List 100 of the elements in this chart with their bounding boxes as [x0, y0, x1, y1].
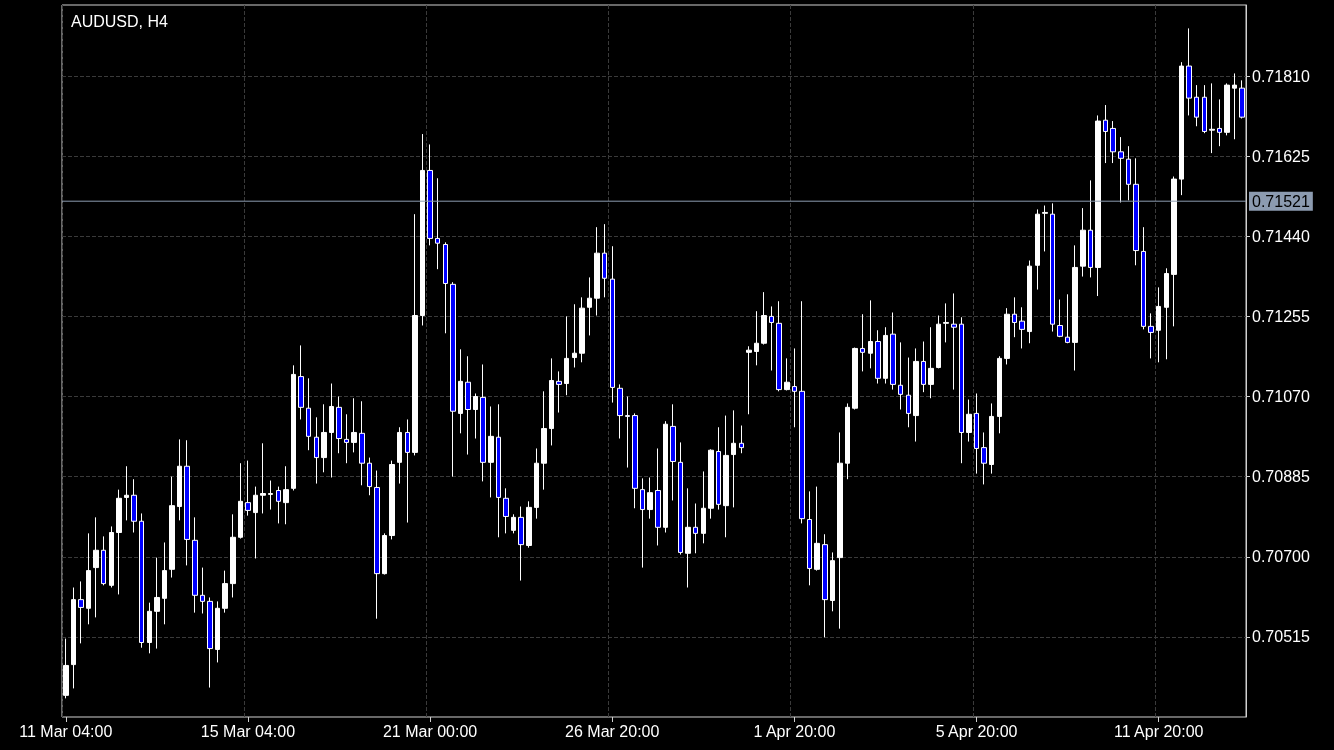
- candlestick: [382, 532, 387, 576]
- candlestick: [124, 465, 129, 521]
- candlestick: [93, 516, 99, 618]
- candlestick: [412, 213, 418, 456]
- candlestick: [776, 300, 782, 392]
- candlestick: [556, 370, 562, 414]
- candlestick: [131, 478, 137, 533]
- candlestick: [207, 596, 213, 689]
- candlestick: [1012, 296, 1017, 338]
- candlestick: [78, 580, 84, 644]
- candlestick: [647, 477, 653, 520]
- candlestick: [192, 516, 198, 614]
- candlestick: [1179, 61, 1184, 196]
- candlestick: [435, 177, 440, 270]
- candlestick: [1156, 286, 1161, 363]
- candlestick: [374, 470, 380, 620]
- candlestick: [260, 442, 266, 514]
- candlestick: [1050, 202, 1055, 333]
- candlestick: [814, 486, 820, 572]
- candlestick: [488, 405, 494, 498]
- y-tick-label: 0.70885: [1252, 468, 1310, 486]
- candlestick: [534, 447, 539, 520]
- candlestick: [177, 438, 182, 521]
- candlestick: [640, 477, 645, 569]
- candlestick: [238, 462, 243, 540]
- candlestick: [1224, 82, 1230, 136]
- candlestick: [116, 489, 122, 595]
- candlestick: [579, 296, 585, 363]
- candlestick: [906, 357, 911, 428]
- candlestick: [693, 502, 698, 554]
- candlestick: [678, 441, 683, 556]
- candlestick: [298, 344, 304, 420]
- candlestick: [518, 506, 524, 582]
- candlestick: [397, 426, 402, 485]
- candlestick: [253, 486, 258, 559]
- candlestick: [1186, 27, 1192, 116]
- candlestick: [86, 532, 91, 625]
- candlestick: [1080, 207, 1086, 278]
- candlestick: [344, 413, 349, 464]
- candlestick: [268, 480, 273, 511]
- candlestick: [845, 402, 850, 480]
- y-tick-label: 0.71440: [1252, 227, 1310, 245]
- candlestick: [351, 397, 357, 453]
- y-tick-label: 0.70700: [1252, 548, 1310, 566]
- candlestick: [1027, 260, 1032, 344]
- candlestick: [427, 143, 433, 246]
- candlestick: [754, 310, 759, 366]
- candlestick: [746, 345, 752, 415]
- candlestick: [761, 291, 767, 346]
- candlestick: [875, 329, 881, 385]
- candlestick: [1088, 179, 1093, 278]
- candlestick: [1004, 307, 1010, 365]
- candlestick: [306, 377, 311, 451]
- candlestick: [1110, 120, 1116, 164]
- candlestick: [109, 525, 114, 589]
- candlestick: [1118, 136, 1124, 203]
- candlestick: [564, 315, 569, 396]
- x-tick-label: 5 Apr 20:00: [935, 722, 1018, 740]
- candlestick: [784, 357, 790, 391]
- candlestick: [526, 500, 532, 549]
- chart-title: AUDUSD, H4: [71, 12, 169, 30]
- candlestick: [321, 403, 327, 473]
- x-tick-label: 26 Mar 20:00: [565, 722, 660, 740]
- y-tick-label: 0.71070: [1252, 388, 1310, 406]
- candlestick: [928, 326, 934, 399]
- y-tick-label: 0.71255: [1252, 307, 1310, 325]
- candlestick: [769, 305, 774, 372]
- candlestick: [883, 326, 888, 385]
- candlestick: [1042, 205, 1048, 252]
- candlestick: [981, 431, 987, 485]
- candlestick: [1072, 244, 1078, 372]
- candlestick: [974, 392, 979, 475]
- candlestick: [450, 281, 456, 478]
- candlestick: [1095, 114, 1101, 297]
- candlestick: [997, 355, 1002, 434]
- candlestick: [215, 600, 220, 663]
- candlestick: [898, 341, 903, 411]
- candlestick: [731, 409, 736, 508]
- candlestick: [1209, 82, 1215, 154]
- candlestick: [610, 245, 615, 404]
- candlestick: [420, 133, 425, 326]
- candlestick: [959, 316, 964, 464]
- candlestick: [139, 512, 144, 649]
- candlestick: [1232, 72, 1237, 140]
- candlestick: [1148, 312, 1154, 359]
- candlestick: [480, 363, 486, 482]
- candlestick: [336, 396, 342, 454]
- candlestick: [458, 348, 463, 434]
- candlestick: [283, 465, 289, 525]
- ref-line-label: 0.71521: [1252, 192, 1310, 210]
- candlestick: [169, 476, 175, 579]
- candlestick: [367, 457, 372, 496]
- candlestick: [291, 364, 296, 491]
- candlestick: [162, 541, 167, 625]
- candlestick: [936, 315, 941, 369]
- candlestick: [1217, 98, 1222, 147]
- candlestick: [617, 383, 623, 440]
- candlestick: [1126, 145, 1131, 201]
- candlestick: [405, 418, 410, 524]
- candlestick: [685, 487, 691, 589]
